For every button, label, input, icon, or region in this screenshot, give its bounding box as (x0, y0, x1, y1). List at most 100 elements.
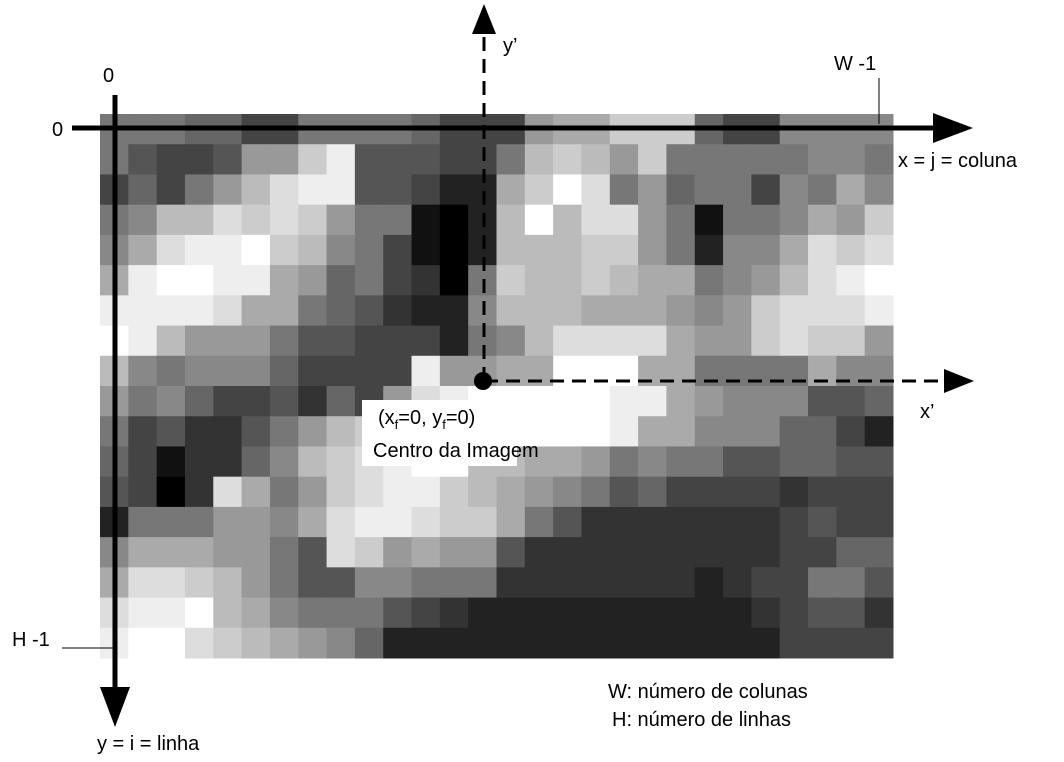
pixel (440, 356, 469, 387)
pixel (298, 567, 327, 598)
pixel (298, 356, 327, 387)
pixel (185, 235, 214, 266)
pixel (610, 567, 639, 598)
pixel (213, 205, 242, 236)
pixel (270, 446, 299, 477)
pixel (213, 265, 242, 296)
pixel (666, 537, 695, 568)
pixel (298, 507, 327, 538)
pixel (213, 567, 242, 598)
pixel (695, 416, 724, 447)
pixel (610, 416, 639, 447)
pixel (638, 446, 667, 477)
pixel (157, 144, 186, 175)
pixel (780, 205, 809, 236)
pixel (865, 235, 894, 266)
pixel (695, 326, 724, 357)
pixel (865, 326, 894, 357)
pixel (553, 174, 582, 205)
pixel (270, 507, 299, 538)
pixel (553, 295, 582, 326)
pixel (327, 356, 356, 387)
pixel (553, 326, 582, 357)
pixel (695, 174, 724, 205)
pixel (128, 628, 157, 659)
pixel (128, 598, 157, 629)
pixel (638, 537, 667, 568)
pixel (610, 265, 639, 296)
pixel (157, 477, 186, 508)
pixel (440, 477, 469, 508)
pixel (383, 356, 412, 387)
pixel (412, 477, 441, 508)
pixel (666, 235, 695, 266)
pixel (751, 477, 780, 508)
pixel (355, 205, 384, 236)
pixel (157, 537, 186, 568)
pixel (581, 205, 610, 236)
pixel (383, 144, 412, 175)
pixel (751, 598, 780, 629)
pixel (780, 598, 809, 629)
pixel (242, 235, 271, 266)
pixel (213, 598, 242, 629)
pixel (723, 295, 752, 326)
pixel (440, 205, 469, 236)
pixel (270, 567, 299, 598)
pixel (808, 628, 837, 659)
pixel (497, 326, 526, 357)
pixel (751, 628, 780, 659)
pixel (270, 537, 299, 568)
pixel (666, 507, 695, 538)
center-caption: Centro da Imagem (373, 440, 539, 462)
pixel (213, 507, 242, 538)
pixel (270, 356, 299, 387)
pixel (751, 416, 780, 447)
pixel (836, 265, 865, 296)
pixel (157, 205, 186, 236)
pixel (808, 446, 837, 477)
pixel (836, 628, 865, 659)
pixel (865, 174, 894, 205)
pixel (553, 507, 582, 538)
pixel (270, 326, 299, 357)
pixel (128, 205, 157, 236)
pixel (581, 326, 610, 357)
pixel (383, 567, 412, 598)
pixel (525, 205, 554, 236)
pixel (213, 416, 242, 447)
pixel (695, 446, 724, 477)
pixel (383, 628, 412, 659)
pixel (780, 507, 809, 538)
pixel (185, 295, 214, 326)
pixel (525, 235, 554, 266)
pixel (581, 265, 610, 296)
pixel (836, 567, 865, 598)
pixel (610, 598, 639, 629)
pixel (327, 326, 356, 357)
pixel (185, 567, 214, 598)
pixel (638, 326, 667, 357)
pixel (298, 477, 327, 508)
pixel (383, 205, 412, 236)
pixel (213, 446, 242, 477)
pixel (440, 295, 469, 326)
pixel (497, 295, 526, 326)
pixel (610, 144, 639, 175)
pixel (355, 174, 384, 205)
pixel (723, 598, 752, 629)
pixel (157, 265, 186, 296)
pixel (666, 477, 695, 508)
pixel (213, 174, 242, 205)
pixel (298, 416, 327, 447)
pixel (355, 567, 384, 598)
y-prime-label: y’ (503, 35, 517, 57)
pixel (553, 144, 582, 175)
pixel (666, 446, 695, 477)
origin-col-label: 0 (103, 65, 114, 87)
pixel (695, 386, 724, 417)
pixel (298, 598, 327, 629)
pixel (525, 477, 554, 508)
pixel (780, 295, 809, 326)
pixel (412, 537, 441, 568)
